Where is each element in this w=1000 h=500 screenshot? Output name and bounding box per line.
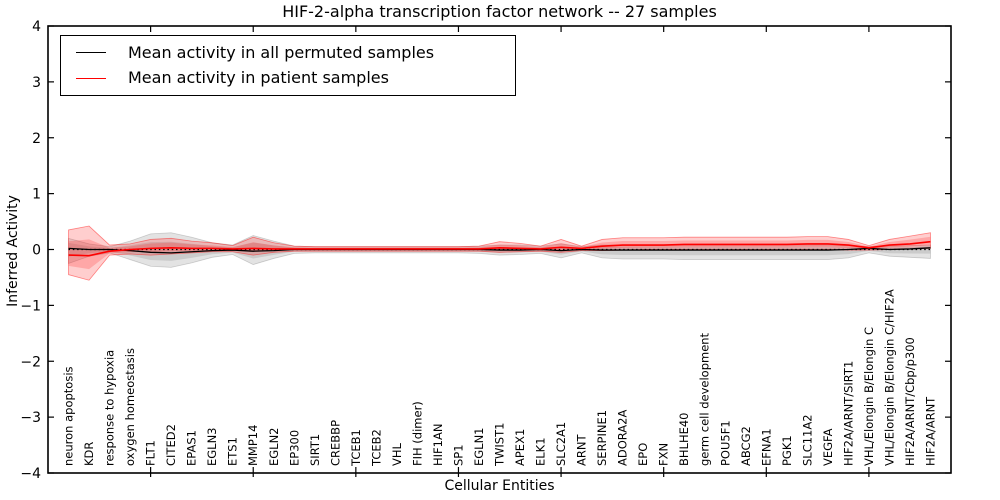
x-tick-label: HIF2A/ARNT/Cbp/p300 — [903, 337, 917, 466]
x-tick-label: POU5F1 — [718, 420, 732, 466]
x-tick-label: EFNA1 — [759, 428, 773, 466]
x-tick-label: SIRT1 — [308, 434, 322, 466]
x-tick-label: VHL/Elongin B/Elongin C — [862, 327, 876, 466]
x-tick-label: ETS1 — [226, 437, 240, 466]
x-tick-label: MMP14 — [246, 425, 260, 466]
x-tick-label: EPO — [636, 443, 650, 466]
x-tick-label: SLC11A2 — [800, 414, 814, 466]
x-axis-label: Cellular Entities — [444, 478, 555, 494]
legend: Mean activity in all permuted samples Me… — [60, 35, 516, 96]
x-tick-label: SLC2A1 — [554, 422, 568, 466]
x-tick-label: HIF1AN — [431, 424, 445, 466]
x-tick-label: VEGFA — [821, 428, 835, 466]
x-tick-label: APEX1 — [513, 429, 527, 466]
x-tick-label: VHL — [390, 442, 404, 466]
x-tick-label: ARNT — [575, 434, 589, 466]
x-tick-label: EP300 — [287, 430, 301, 466]
y-tick-label: 0 — [32, 243, 41, 259]
x-tick-label: BHLHE40 — [677, 413, 691, 467]
x-tick-label: VHL/Elongin B/Elongin C/HIF2A — [882, 289, 896, 466]
x-tick-label: neuron apoptosis — [62, 366, 76, 466]
x-tick-label: TWIST1 — [493, 423, 507, 467]
x-tick-label: ABCG2 — [739, 426, 753, 466]
x-tick-label: EGLN2 — [267, 427, 281, 466]
x-tick-label: EGLN3 — [205, 427, 219, 466]
chart-title: HIF-2-alpha transcription factor network… — [282, 2, 717, 21]
permuted-mean-line — [68, 247, 931, 254]
permuted-line-swatch-icon — [76, 52, 106, 54]
y-tick-label: −4 — [20, 466, 41, 482]
x-tick-label: EGLN1 — [472, 427, 486, 466]
patient-line-swatch-icon — [76, 77, 106, 79]
x-tick-label: CREBBP — [328, 420, 342, 466]
y-tick-label: −1 — [20, 298, 41, 314]
x-tick-label: EPAS1 — [185, 430, 199, 466]
permuted-band-inner — [68, 241, 931, 261]
x-tick-label: FXN — [657, 443, 671, 466]
y-tick-label: −2 — [20, 354, 41, 370]
x-tick-label: KDR — [82, 442, 96, 466]
y-tick-label: 3 — [32, 75, 41, 91]
x-tick-label: HIF2A/ARNT/SIRT1 — [841, 361, 855, 466]
legend-label-permuted: Mean activity in all permuted samples — [128, 42, 435, 62]
y-tick-label: −3 — [20, 410, 41, 426]
legend-label-patient: Mean activity in patient samples — [128, 68, 389, 88]
x-tick-label: oxygen homeostasis — [123, 348, 137, 466]
y-tick-label: 1 — [32, 187, 41, 203]
legend-entry-permuted: Mean activity in all permuted samples — [61, 41, 515, 65]
x-tick-label: TCEB1 — [349, 429, 363, 467]
y-tick-label: 2 — [32, 131, 41, 147]
x-tick-label: SP1 — [451, 444, 465, 466]
x-tick-label: PGK1 — [780, 435, 794, 466]
x-tick-label: ELK1 — [534, 437, 548, 466]
x-tick-label: SERPINE1 — [595, 410, 609, 466]
x-tick-label: response to hypoxia — [103, 350, 117, 466]
y-tick-label: 4 — [32, 19, 41, 35]
x-tick-label: ADORA2A — [616, 410, 630, 466]
x-tick-label: FLT1 — [144, 440, 158, 466]
x-tick-label: germ cell development — [698, 332, 712, 466]
x-tick-label: FIH (dimer) — [410, 401, 424, 466]
legend-entry-patient: Mean activity in patient samples — [61, 66, 515, 90]
x-tick-label: CITED2 — [164, 424, 178, 466]
x-tick-label: TCEB2 — [369, 429, 383, 467]
x-tick-label: HIF2A/ARNT — [923, 396, 937, 466]
patient-mean-line — [68, 240, 931, 257]
